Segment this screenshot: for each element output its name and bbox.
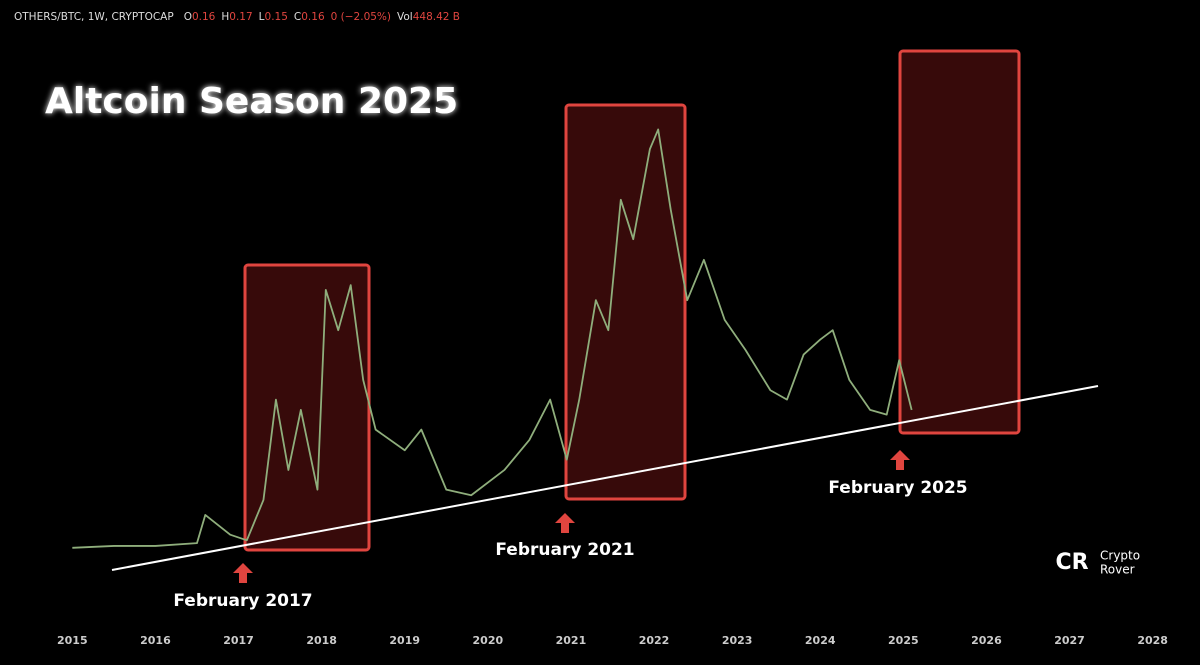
logo: CR Crypto Rover — [1055, 549, 1140, 577]
field-value: 0 (−2.05%) — [330, 11, 392, 23]
x-tick-label: 2019 — [389, 634, 420, 647]
x-tick-label: 2020 — [473, 634, 504, 647]
x-tick-label: 2028 — [1137, 634, 1168, 647]
annotation-label: February 2021 — [495, 540, 634, 560]
price-line — [72, 128, 913, 549]
annotation-label: February 2025 — [828, 478, 967, 498]
chart-title: Altcoin Season 2025 — [45, 81, 458, 122]
field-value: 0.16 — [301, 11, 325, 23]
symbol-header: OTHERS/BTC, 1W, CRYPTOCAP O0.16 H0.17 L0.1… — [14, 11, 466, 23]
arrows — [233, 450, 910, 583]
x-tick-label: 2016 — [140, 634, 171, 647]
arrow — [555, 513, 575, 533]
x-tick-label: 2015 — [57, 634, 88, 647]
x-tick-label: 2022 — [639, 634, 670, 647]
logo-mark: CR — [1055, 550, 1088, 575]
x-tick-label: 2024 — [805, 634, 836, 647]
field-key: C — [293, 11, 302, 23]
field-value: 0.17 — [229, 11, 253, 23]
logo-text: Crypto — [1100, 549, 1140, 563]
highlight-box — [243, 263, 371, 552]
highlight-box — [898, 49, 1021, 435]
highlight-box — [564, 103, 687, 501]
field-key: Vol — [397, 11, 413, 23]
x-tick-label: 2027 — [1054, 634, 1085, 647]
field-value: 0.16 — [191, 11, 216, 23]
arrow — [233, 563, 253, 583]
arrow — [890, 450, 910, 470]
x-tick-label: 2026 — [971, 634, 1002, 647]
x-tick-label: 2021 — [556, 634, 587, 647]
x-tick-label: 2018 — [306, 634, 337, 647]
field-key: L — [258, 11, 265, 23]
field-key: H — [221, 11, 230, 23]
logo-text: Rover — [1100, 563, 1135, 577]
plot — [72, 128, 913, 549]
field-key: O — [183, 11, 192, 23]
trend-line — [111, 385, 1099, 571]
annotation-label: February 2017 — [173, 591, 312, 611]
x-tick-label: 2017 — [223, 634, 254, 647]
x-tick-label: 2023 — [722, 634, 753, 647]
x-tick-label: 2025 — [888, 634, 919, 647]
field-value: 0.15 — [264, 11, 288, 23]
highlight-boxes — [243, 49, 1021, 552]
symbol: OTHERS/BTC, 1W, CRYPTOCAP — [14, 11, 174, 23]
field-value: 448.42 B — [412, 11, 461, 23]
